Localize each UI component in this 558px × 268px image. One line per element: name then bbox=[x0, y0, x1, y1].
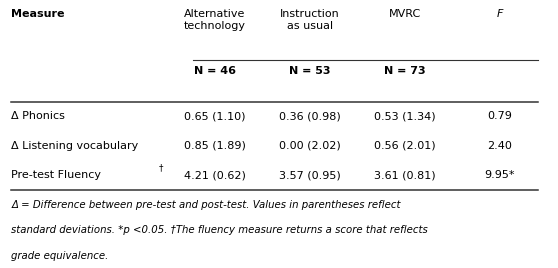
Text: 4.21 (0.62): 4.21 (0.62) bbox=[184, 170, 246, 180]
Text: N = 53: N = 53 bbox=[289, 66, 330, 76]
Text: Δ Listening vocabulary: Δ Listening vocabulary bbox=[11, 141, 138, 151]
Text: 0.79: 0.79 bbox=[487, 111, 512, 121]
Text: 0.53 (1.34): 0.53 (1.34) bbox=[374, 111, 435, 121]
Text: 0.56 (2.01): 0.56 (2.01) bbox=[374, 141, 435, 151]
Text: N = 46: N = 46 bbox=[194, 66, 236, 76]
Text: 0.36 (0.98): 0.36 (0.98) bbox=[279, 111, 340, 121]
Text: 3.61 (0.81): 3.61 (0.81) bbox=[374, 170, 435, 180]
Text: N = 73: N = 73 bbox=[384, 66, 425, 76]
Text: Measure: Measure bbox=[11, 9, 65, 19]
Text: Δ Phonics: Δ Phonics bbox=[11, 111, 65, 121]
Text: 0.00 (2.02): 0.00 (2.02) bbox=[279, 141, 340, 151]
Text: Pre-test Fluency: Pre-test Fluency bbox=[11, 170, 101, 180]
Text: F: F bbox=[496, 9, 503, 19]
Text: standard deviations. *p <0.05. †The fluency measure returns a score that reflect: standard deviations. *p <0.05. †The flue… bbox=[11, 225, 428, 235]
Text: grade equivalence.: grade equivalence. bbox=[11, 251, 109, 260]
Text: 0.65 (1.10): 0.65 (1.10) bbox=[184, 111, 246, 121]
Text: Alternative
technology: Alternative technology bbox=[184, 9, 246, 31]
Text: †: † bbox=[159, 163, 163, 173]
Text: MVRC: MVRC bbox=[388, 9, 421, 19]
Text: Δ = Difference between pre-test and post-test. Values in parentheses reflect: Δ = Difference between pre-test and post… bbox=[11, 200, 401, 210]
Text: 2.40: 2.40 bbox=[487, 141, 512, 151]
Text: 9.95*: 9.95* bbox=[484, 170, 514, 180]
Text: Instruction
as usual: Instruction as usual bbox=[280, 9, 340, 31]
Text: 3.57 (0.95): 3.57 (0.95) bbox=[279, 170, 340, 180]
Text: 0.85 (1.89): 0.85 (1.89) bbox=[184, 141, 246, 151]
